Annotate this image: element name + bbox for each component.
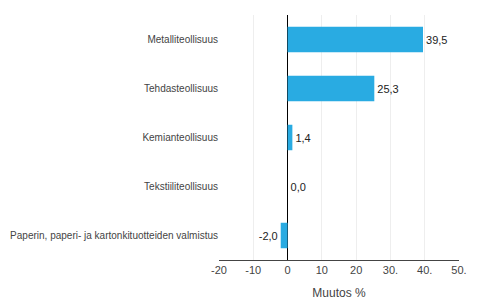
svg-text:50.: 50.	[451, 264, 466, 276]
svg-text:10: 10	[316, 264, 328, 276]
svg-text:Tehdasteollisuus: Tehdasteollisuus	[144, 83, 218, 94]
svg-text:Metalliteollisuus: Metalliteollisuus	[147, 34, 218, 45]
svg-text:Muutos %: Muutos %	[312, 286, 366, 300]
svg-text:Kemianteollisuus: Kemianteollisuus	[142, 132, 218, 143]
svg-text:1,4: 1,4	[295, 132, 310, 144]
svg-text:-20: -20	[211, 264, 227, 276]
svg-text:0,0: 0,0	[291, 181, 306, 193]
svg-text:25,3: 25,3	[377, 83, 398, 95]
svg-text:Tekstiiliteollisuus: Tekstiiliteollisuus	[144, 181, 218, 192]
svg-text:Paperin, paperi- ja kartonkitu: Paperin, paperi- ja kartonkituotteiden v…	[10, 230, 218, 241]
svg-text:39,5: 39,5	[426, 34, 447, 46]
svg-text:-2,0: -2,0	[259, 230, 278, 242]
svg-text:30.: 30.	[383, 264, 398, 276]
svg-text:-10: -10	[245, 264, 261, 276]
svg-text:0: 0	[285, 264, 291, 276]
svg-text:40.: 40.	[417, 264, 432, 276]
svg-text:20: 20	[350, 264, 362, 276]
